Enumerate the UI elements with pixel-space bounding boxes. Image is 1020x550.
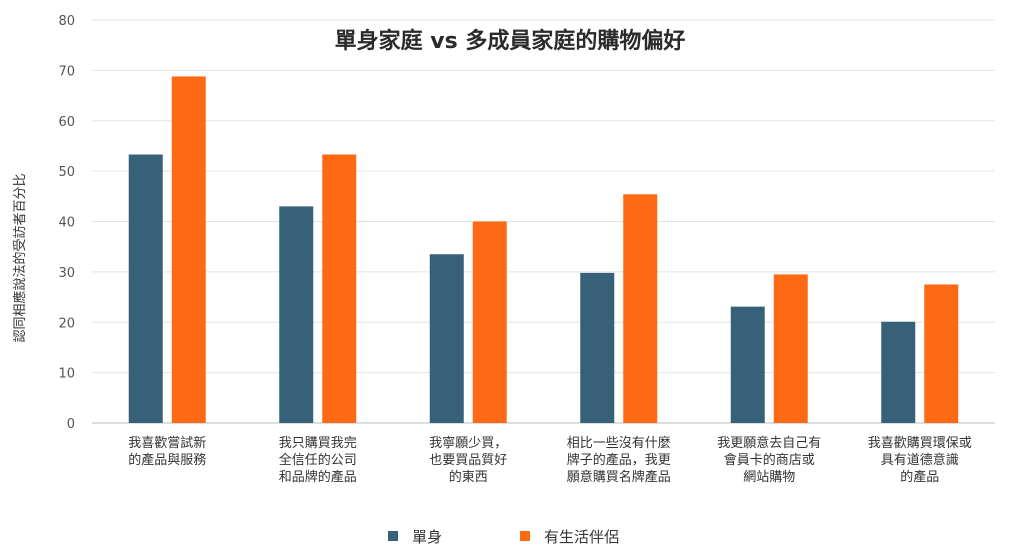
legend: 單身 有生活伴侶 — [388, 528, 619, 546]
category-label: 我更願意去自己有會員卡的商店或網站購物 — [717, 435, 821, 485]
bar-single — [580, 272, 615, 423]
y-axis-ticks: 0 10 20 30 40 50 60 70 80 — [58, 14, 75, 432]
legend-swatch — [388, 531, 398, 541]
bar-partner — [472, 221, 507, 423]
bar-single — [279, 206, 314, 423]
x-axis-categories: 我喜歡嘗試新的產品與服務 我只購買我完全信任的公司和品牌的產品 我寧願少買，也要買品… — [128, 435, 972, 485]
legend-swatch — [520, 531, 530, 541]
bar-partner — [924, 284, 959, 423]
category-label: 我寧願少買，也要買品質好的東西 — [429, 435, 507, 485]
gridlines — [92, 19, 995, 424]
legend-label: 單身 — [412, 528, 442, 546]
bar-single — [881, 321, 916, 423]
bar-partner — [322, 154, 357, 423]
y-tick-label: 60 — [58, 115, 75, 130]
bar-partner — [171, 76, 206, 424]
category-label: 相比一些沒有什麼牌子的產品，我更願意購買名牌產品 — [567, 436, 671, 485]
bar-partner — [623, 194, 658, 423]
y-tick-label: 10 — [58, 367, 75, 382]
chart-title: 單身家庭 vs 多成員家庭的購物偏好 — [335, 28, 686, 54]
bars — [128, 76, 959, 424]
bar-single — [730, 306, 765, 423]
y-axis-label: 認同相應說法的受訪者百分比 — [12, 173, 28, 342]
bar-single — [429, 254, 464, 423]
y-tick-label: 0 — [67, 417, 75, 432]
category-label: 我喜歡購買環保或具有道德意識的產品 — [868, 436, 972, 485]
category-label: 我只購買我完全信任的公司和品牌的產品 — [279, 436, 357, 485]
y-tick-label: 20 — [58, 316, 75, 331]
y-tick-label: 40 — [58, 216, 75, 231]
category-label: 我喜歡嘗試新的產品與服務 — [128, 435, 206, 468]
bar-single — [128, 154, 163, 423]
y-tick-label: 70 — [58, 64, 75, 79]
legend-label: 有生活伴侶 — [544, 528, 619, 546]
bar-partner — [773, 274, 808, 423]
y-tick-label: 80 — [58, 14, 75, 29]
y-tick-label: 50 — [58, 165, 75, 180]
y-tick-label: 30 — [58, 266, 75, 281]
